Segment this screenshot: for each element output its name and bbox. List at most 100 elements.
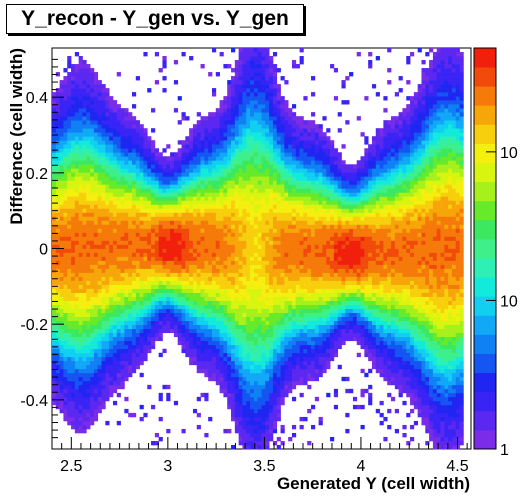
heatmap-cell: [288, 380, 293, 386]
heatmap-cell: [189, 232, 194, 237]
heatmap-cell: [261, 396, 266, 402]
heatmap-cell: [93, 360, 99, 366]
heatmap-cell: [196, 252, 201, 257]
heatmap-cell: [97, 256, 102, 261]
heatmap-cell: [280, 344, 285, 350]
heatmap-cell: [105, 184, 110, 189]
heatmap-cell: [139, 328, 144, 334]
heatmap-cell: [257, 424, 262, 430]
heatmap-cell: [55, 144, 60, 149]
heatmap-cell: [189, 56, 194, 61]
heatmap-cell: [265, 60, 270, 65]
heatmap-cell: [93, 412, 99, 418]
heatmap-cell: [253, 412, 259, 418]
heatmap-cell: [284, 384, 289, 390]
heatmap-cell: [151, 172, 156, 177]
heatmap-cell: [269, 228, 274, 233]
heatmap-cell: [276, 324, 281, 330]
heatmap-cell: [253, 64, 259, 69]
heatmap-cell: [272, 380, 278, 386]
heatmap-cell: [231, 312, 236, 318]
heatmap-cell: [261, 128, 266, 133]
heatmap-cell: [291, 120, 297, 125]
heatmap-cell: [120, 296, 125, 301]
heatmap-cell: [101, 84, 106, 89]
heatmap-cell: [269, 436, 274, 442]
heatmap-cell: [288, 368, 293, 374]
heatmap-cell: [139, 220, 144, 225]
heatmap-cell: [231, 388, 236, 394]
heatmap-cell: [219, 108, 224, 113]
heatmap-cell: [269, 132, 274, 137]
heatmap-cell: [74, 344, 80, 350]
heatmap-cell: [242, 200, 247, 205]
heatmap-cell: [295, 180, 300, 185]
heatmap-cell: [204, 344, 209, 350]
heatmap-cell: [52, 380, 57, 386]
heatmap-cell: [112, 180, 118, 185]
heatmap-cell: [116, 224, 121, 229]
heatmap-cell: [139, 176, 144, 181]
heatmap-cell: [219, 104, 224, 109]
heatmap-cell: [78, 356, 83, 362]
heatmap-cell: [250, 436, 255, 442]
heatmap-cell: [59, 108, 64, 113]
heatmap-cell: [124, 144, 129, 149]
heatmap-cell: [215, 324, 220, 330]
heatmap-cell: [250, 396, 255, 402]
heatmap-cell: [71, 360, 76, 366]
heatmap-cell: [276, 204, 281, 209]
heatmap-cell: [151, 144, 156, 149]
heatmap-cell: [147, 284, 152, 289]
heatmap-cell: [253, 148, 259, 153]
heatmap-cell: [67, 324, 72, 330]
heatmap-cell: [71, 292, 76, 297]
heatmap-cell: [109, 164, 114, 169]
heatmap-cell: [208, 344, 213, 350]
heatmap-cell: [231, 260, 236, 265]
heatmap-cell: [246, 388, 251, 394]
heatmap-cell: [97, 356, 102, 362]
heatmap-cell: [284, 224, 289, 229]
heatmap-cell: [265, 120, 270, 125]
heatmap-cell: [253, 84, 259, 89]
heatmap-cell: [71, 276, 76, 281]
heatmap-cell: [250, 156, 255, 161]
heatmap-cell: [223, 168, 228, 173]
heatmap-cell: [238, 432, 243, 438]
heatmap-cell: [74, 352, 80, 358]
heatmap-cell: [90, 132, 95, 137]
heatmap-cell: [261, 384, 266, 390]
heatmap-cell: [257, 428, 262, 434]
heatmap-cell: [78, 392, 83, 398]
heatmap-cell: [280, 144, 285, 149]
heatmap-cell: [242, 348, 247, 354]
heatmap-cell: [78, 280, 83, 285]
heatmap-cell: [59, 140, 64, 145]
heatmap-cell: [231, 272, 236, 277]
heatmap-cell: [231, 236, 236, 241]
heatmap-cell: [276, 248, 281, 253]
heatmap-cell: [196, 304, 201, 309]
heatmap-cell: [219, 372, 224, 378]
heatmap-cell: [265, 300, 270, 305]
heatmap-cell: [238, 224, 243, 229]
heatmap-cell: [253, 288, 259, 293]
heatmap-cell: [173, 320, 179, 326]
heatmap-cell: [139, 348, 144, 354]
heatmap-cell: [93, 288, 99, 293]
heatmap-cell: [227, 316, 232, 322]
heatmap-cell: [272, 148, 278, 153]
heatmap-cell: [170, 248, 175, 253]
heatmap-cell: [135, 320, 140, 326]
heatmap-cell: [189, 240, 194, 245]
heatmap-cell: [143, 356, 148, 362]
heatmap-cell: [67, 196, 72, 201]
heatmap-cell: [250, 76, 255, 81]
heatmap-cell: [112, 220, 118, 225]
heatmap-cell: [170, 236, 175, 241]
heatmap-cell: [52, 272, 57, 277]
heatmap-cell: [158, 208, 163, 213]
heatmap-cell: [120, 232, 125, 237]
heatmap-cell: [231, 84, 236, 89]
